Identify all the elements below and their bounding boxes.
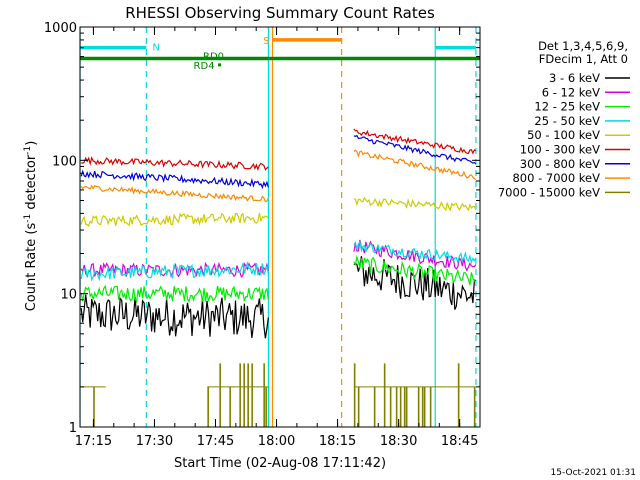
series-trace-6-12kev — [353, 239, 477, 272]
legend: Det 1,3,4,5,6,9,FDecim 1, Att 0 3 - 6 keV… — [498, 39, 630, 199]
legend-entry-label: 100 - 300 keV — [520, 143, 600, 157]
plot-content — [80, 27, 480, 427]
series-trace-7000-15000kev — [207, 386, 209, 427]
annotation-label-rd0: RD0 — [203, 52, 224, 63]
series-trace-7000-15000kev — [263, 363, 265, 427]
series-trace-800-7000kev — [353, 149, 477, 181]
series-trace-7000-15000kev — [429, 386, 432, 427]
annotation-label-s: S — [263, 36, 269, 47]
series-trace-7000-15000kev — [247, 363, 249, 427]
series-trace-100-300kev — [353, 128, 477, 155]
legend-entry-label: 6 - 12 keV — [542, 85, 600, 99]
legend-entry-label: 800 - 7000 keV — [512, 171, 600, 185]
series-trace-7000-15000kev — [417, 386, 420, 427]
y-tick-label: 100 — [52, 154, 77, 169]
series-trace-7000-15000kev — [357, 386, 360, 427]
annotation-label-rd4: RD4 — [194, 61, 215, 72]
legend-header-line: Det 1,3,4,5,6,9, — [538, 39, 628, 53]
x-tick-label: 17:45 — [197, 434, 234, 449]
legend-entry-label: 3 - 6 keV — [549, 71, 600, 85]
series-trace-7000-15000kev — [403, 386, 406, 427]
annotation-bars — [80, 38, 480, 61]
legend-entry-label: 50 - 100 keV — [527, 128, 600, 142]
legend-entry-label: 7000 - 15000 keV — [498, 185, 600, 199]
legend-entry-label: 12 - 25 keV — [534, 100, 600, 114]
legend-entry-label: 300 - 800 keV — [520, 157, 600, 171]
series-trace-7000-15000kev — [353, 363, 356, 427]
y-tick-label: 1000 — [44, 21, 77, 36]
series-trace-7000-15000kev — [423, 386, 426, 427]
annotation-label-n: N — [152, 43, 159, 54]
series-trace-25-50kev — [353, 240, 477, 265]
x-tick-label: 17:30 — [136, 434, 173, 449]
series-trace-7000-15000kev — [251, 363, 253, 427]
y-tick-label: 10 — [60, 288, 77, 303]
timestamp: 15-Oct-2021 01:31 — [551, 468, 636, 478]
series-trace-7000-15000kev — [421, 386, 424, 427]
series-trace-12-25kev — [80, 284, 269, 304]
series-trace-300-800kev — [80, 169, 269, 190]
series-trace-100-300kev — [81, 155, 269, 172]
x-tick-label: 18:00 — [258, 434, 295, 449]
x-tick-label: 17:15 — [75, 434, 112, 449]
series-trace-7000-15000kev — [405, 386, 408, 427]
y-tick-label: 1 — [69, 421, 77, 436]
series-trace-7000-15000kev — [265, 386, 267, 427]
legend-header-line: FDecim 1, Att 0 — [539, 52, 628, 66]
vertical-markers — [80, 27, 477, 427]
series-trace-25-50kev — [80, 261, 269, 282]
annotation-mark — [218, 63, 222, 67]
series-trace-7000-15000kev — [239, 363, 241, 427]
series-trace-7000-15000kev — [457, 363, 460, 427]
x-tick-label: 18:45 — [441, 434, 478, 449]
x-tick-label: 18:15 — [319, 434, 356, 449]
series-trace-7000-15000kev — [243, 363, 245, 427]
series-trace-50-100kev — [80, 212, 269, 227]
chart-title: RHESSI Observing Summary Count Rates — [125, 4, 435, 22]
series-trace-3-6kev — [353, 256, 477, 310]
legend-entry-label: 25 - 50 keV — [534, 114, 600, 128]
x-axis-label: Start Time (02-Aug-08 17:11:42) — [174, 456, 386, 471]
series-trace-7000-15000kev — [229, 386, 231, 427]
series-trace-7000-15000kev — [219, 363, 221, 427]
series-trace-50-100kev — [353, 196, 477, 212]
series-trace-12-25kev — [353, 254, 477, 286]
y-axis-label: Count Rate (s-1 detector-1) — [23, 141, 39, 312]
x-tick-label: 18:30 — [380, 434, 417, 449]
series-trace-7000-15000kev — [383, 363, 386, 427]
series-trace-7000-15000kev — [473, 386, 476, 427]
series-trace-7000-15000kev — [389, 386, 392, 427]
series-trace-800-7000kev — [80, 184, 269, 203]
x-axis: 17:15 17:30 17:45 18:00 18:15 18:30 18:45 — [75, 27, 481, 449]
series-trace-7000-15000kev — [395, 386, 398, 427]
series-trace-7000-15000kev — [399, 386, 402, 427]
series-trace-300-800kev — [353, 134, 477, 165]
plot-frame — [79, 26, 481, 428]
data-series — [80, 128, 477, 427]
series-trace-7000-15000kev — [373, 386, 376, 427]
y-axis: 1 10 100 1000 — [44, 21, 480, 436]
series-trace-3-6kev — [80, 294, 269, 339]
series-trace-7000-15000kev — [93, 386, 95, 427]
